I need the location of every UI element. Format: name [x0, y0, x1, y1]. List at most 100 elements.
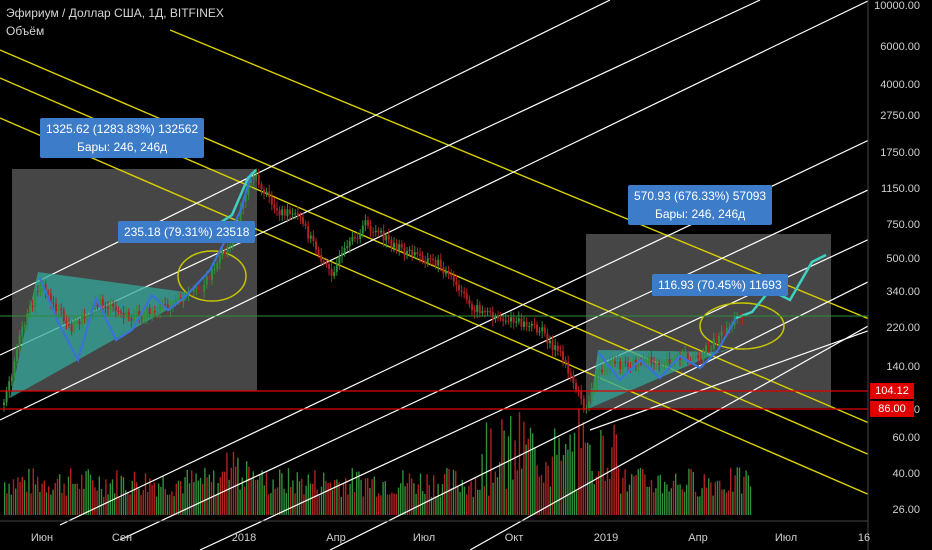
candle-body [673, 357, 676, 362]
volume-bar [620, 493, 622, 515]
candle-body [296, 213, 299, 217]
candle-body [533, 324, 536, 325]
x-tick-label: Окт [505, 532, 524, 544]
measure-callout-1[interactable]: 1325.62 (1283.83%) 132562 Бары: 246, 246… [40, 118, 205, 158]
y-tick-label: 750.00 [886, 219, 920, 231]
candle-body [445, 271, 447, 274]
white-channel-line [329, 249, 932, 550]
volume-bar [747, 475, 749, 515]
candle-body [346, 246, 349, 249]
candle-body [419, 254, 421, 256]
candle-body [260, 184, 263, 190]
volume-bar [122, 477, 125, 515]
volume-bar [331, 489, 334, 515]
candle-body [676, 355, 679, 358]
volume-bar [560, 460, 562, 515]
candle-body [39, 285, 42, 293]
price-tag-86: 86.00 [870, 401, 914, 417]
candle-body [497, 316, 499, 319]
candle-body [424, 260, 427, 264]
volume-bar [294, 493, 296, 515]
candle-body [299, 216, 302, 218]
volume-bar [514, 440, 516, 515]
candle-body [302, 217, 304, 224]
volume-bar [653, 492, 655, 515]
volume-bar [503, 430, 505, 515]
volume-bar [83, 488, 85, 515]
volume-bar [334, 479, 336, 515]
price-tag-104: 104.12 [870, 383, 914, 399]
volume-bar [356, 471, 358, 515]
volume-bar [743, 476, 745, 515]
candle-body [582, 398, 585, 409]
volume-bar [562, 455, 565, 515]
candle-body [156, 312, 159, 313]
volume-bar [466, 494, 468, 515]
volume-bar [307, 474, 309, 515]
volume-bar [604, 480, 606, 515]
candle-body [263, 189, 265, 194]
candle-body [361, 225, 364, 234]
volume-bar [703, 474, 705, 515]
volume-bar [252, 471, 254, 515]
volume-bar [589, 444, 591, 515]
candle-body [556, 345, 559, 352]
x-axis[interactable]: Июн Сен 2018 Апр Июл Окт 2019 Апр Июл 16 [0, 520, 870, 544]
volume-bar [727, 490, 730, 515]
candle-body [699, 358, 702, 361]
volume-bar [261, 470, 263, 515]
volume-bar [12, 479, 15, 515]
volume-bar [384, 481, 386, 515]
candle-body [411, 249, 414, 256]
candle-body [133, 313, 135, 321]
candle-body [499, 318, 502, 320]
volume-bar [424, 493, 426, 515]
y-tick-label: 1150.00 [881, 183, 920, 195]
chart-title: Эфириум / Доллар США, 1Д, BITFINEX [6, 6, 224, 20]
volume-bar [312, 483, 314, 515]
volume-bar [67, 476, 70, 515]
candle-body [416, 252, 419, 255]
volume-bar [85, 471, 87, 515]
volume-bar [584, 442, 587, 515]
volume-bar [635, 475, 637, 515]
volume-bar [523, 421, 525, 515]
candle-body [312, 235, 315, 242]
volume-bar [373, 476, 375, 515]
volume-bar [316, 489, 318, 515]
candle-body [252, 176, 255, 180]
candle-body [595, 373, 598, 385]
measure-callout-3[interactable]: 570.93 (676.33%) 57093 Бары: 246, 246д [628, 185, 773, 225]
volume-bar [140, 495, 142, 515]
measure-callout-2[interactable]: 235.18 (79.31%) 23518 [118, 221, 256, 243]
candle-body [601, 369, 603, 372]
volume-bar [259, 475, 261, 515]
volume-bar [545, 461, 547, 515]
volume-bar [26, 491, 28, 515]
volume-bar [182, 493, 184, 515]
candle-body [686, 352, 689, 360]
volume-bar [298, 481, 301, 515]
candle-body [645, 361, 648, 363]
candle-body [702, 354, 705, 361]
measure-callout-4[interactable]: 116.93 (70.45%) 11693 [652, 274, 788, 296]
candle-body [426, 258, 429, 264]
volume-bar [191, 470, 193, 515]
volume-bar [250, 478, 252, 515]
candle-body [372, 231, 375, 233]
candle-body [208, 276, 211, 280]
volume-bar [208, 474, 210, 515]
volume-bar [609, 479, 611, 515]
volume-bar [4, 482, 6, 515]
candle-body [598, 369, 601, 374]
triangle-pattern-right [590, 345, 736, 408]
volume-bar [600, 430, 602, 515]
y-axis[interactable]: 10000.00 6000.00 4000.00 2750.00 1750.00 1150… [867, 0, 932, 550]
x-tick-label: Июн [31, 532, 53, 544]
volume-bar [536, 465, 538, 515]
candle-body [247, 183, 250, 196]
volume-bar [633, 476, 635, 515]
candle-body [278, 210, 281, 216]
candle-body [177, 297, 180, 300]
